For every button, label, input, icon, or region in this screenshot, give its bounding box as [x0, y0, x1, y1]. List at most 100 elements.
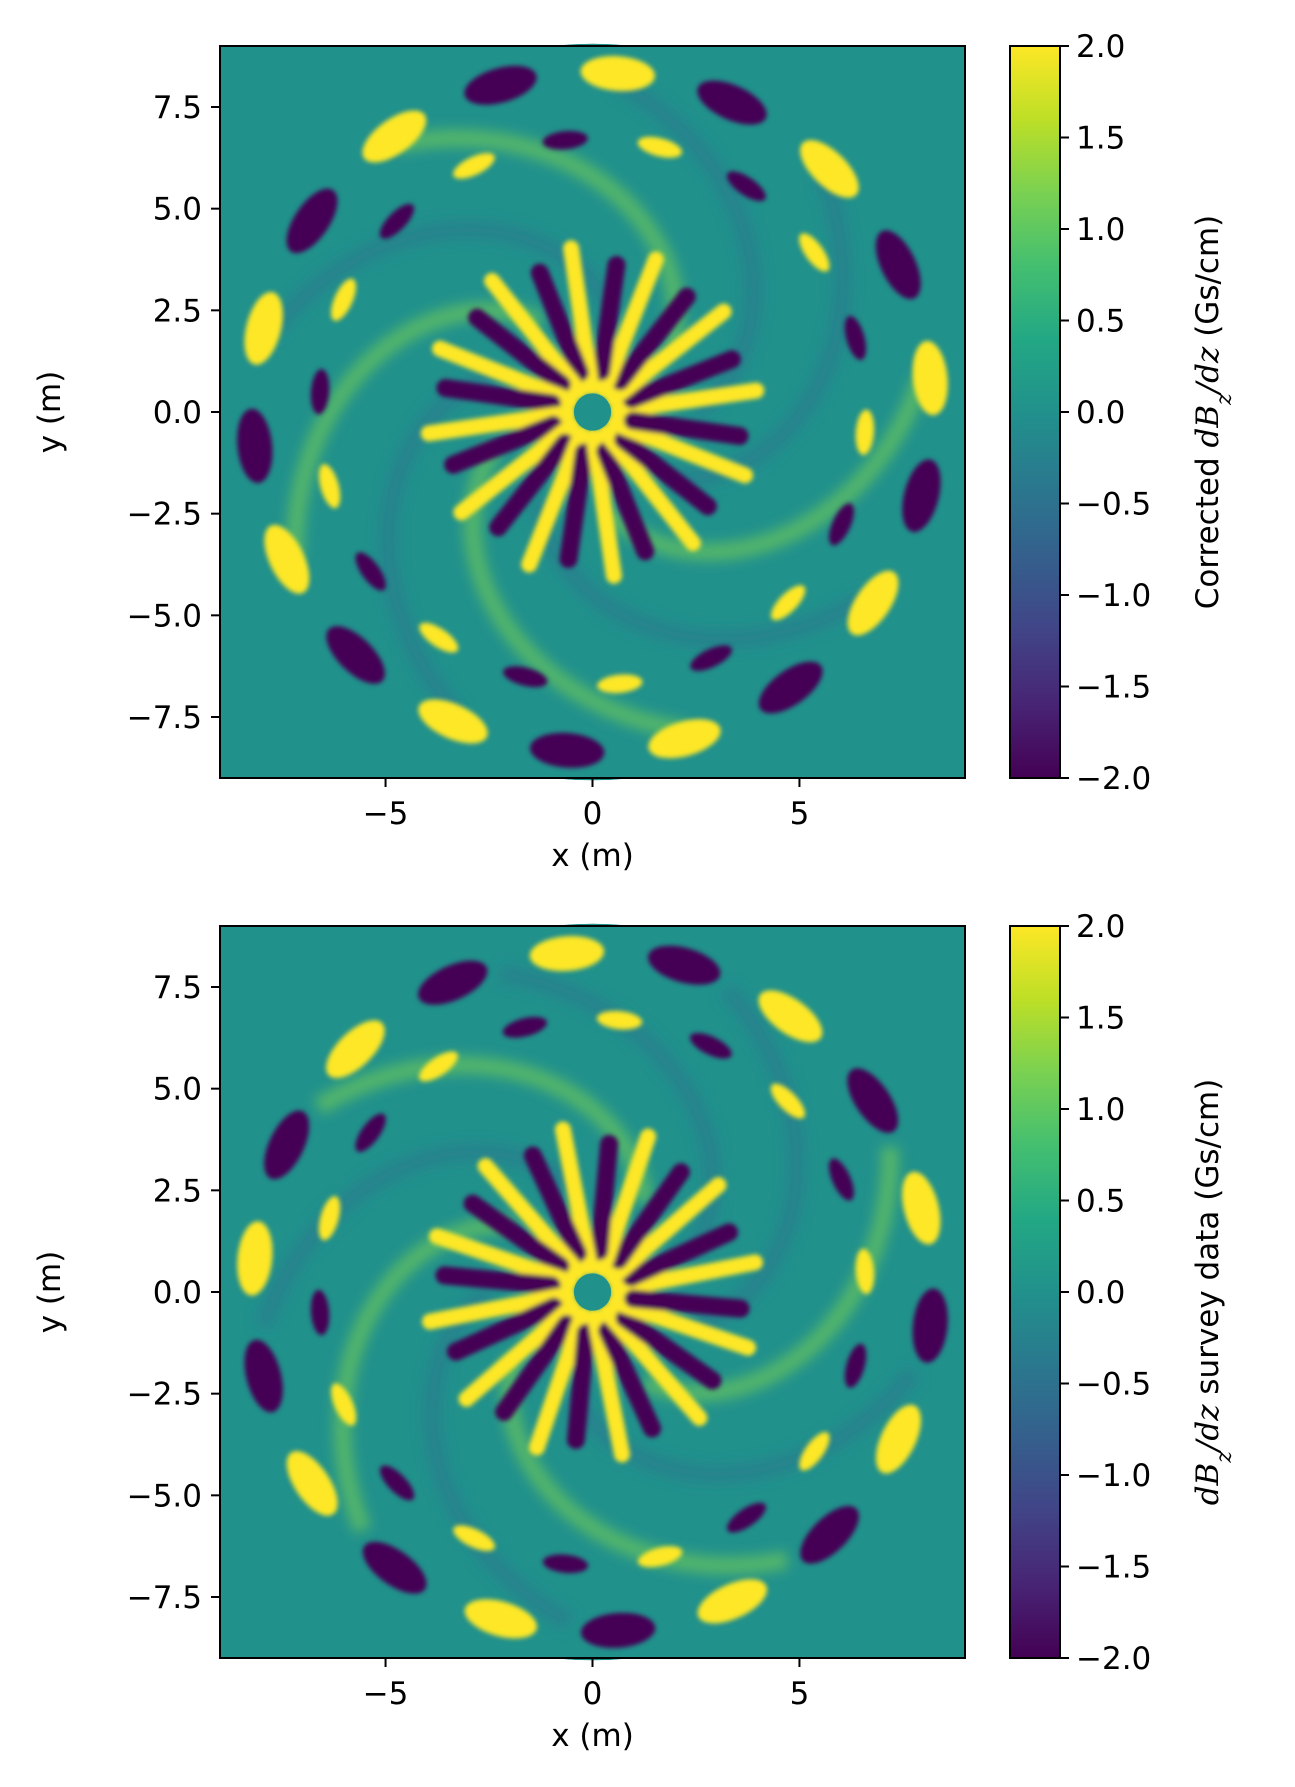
spoke-positive [586, 1308, 631, 1463]
swirl-band [285, 301, 545, 558]
colorbar-tick-label: −0.5 [1076, 487, 1151, 523]
colorbar-tick-label: −2.0 [1076, 1641, 1151, 1677]
ring-lobe-positive [418, 699, 488, 744]
colorbar-tick-label: −1.0 [1076, 1458, 1151, 1494]
spoke-positive [422, 1286, 576, 1330]
ring-lobe-positive [902, 1171, 941, 1245]
ring-lobe-positive [244, 291, 283, 365]
swirl-band [333, 1216, 514, 1534]
outer-ring-lobes [237, 936, 948, 1648]
y-tick-label: −2.5 [127, 497, 202, 533]
colorbar-tick-label: 1.0 [1076, 1092, 1125, 1128]
ring-lobe-positive [648, 719, 721, 759]
spoke-negative [559, 443, 593, 569]
ring-lobe-negative [875, 230, 921, 300]
spoke-negative [446, 1297, 563, 1361]
ring-lobe-inner [331, 1383, 357, 1426]
ring-lobe-negative [847, 1068, 899, 1133]
ring-lobe-inner [770, 585, 806, 621]
ring-lobe-negative [758, 661, 823, 714]
spoke-positive [429, 1228, 578, 1290]
ring-lobe-inner [318, 1196, 341, 1241]
y-tick-label: −2.5 [127, 1377, 202, 1413]
ring-lobe-inner [637, 1546, 683, 1568]
colorbar-label: dBz/dz survey data (Gs/cm) [1190, 1079, 1237, 1506]
colorbar-tick-label: 2.0 [1076, 909, 1125, 945]
spoke-negative [615, 1309, 722, 1390]
ring-lobe-negative [530, 732, 605, 768]
y-axis-label: y (m) [32, 1251, 68, 1334]
spoke-negative [614, 430, 717, 516]
spoke-positive [605, 303, 732, 407]
inner-spokes [420, 240, 765, 584]
swirl-band [604, 374, 931, 562]
ring-lobe-positive [264, 524, 310, 594]
ring-lobe-inner [828, 1158, 854, 1201]
colorbar-tick-label: 1.0 [1076, 212, 1125, 248]
spoke-positive [453, 417, 580, 521]
spoke-positive [521, 426, 590, 573]
ring-lobe-negative [800, 1505, 859, 1564]
ring-lobe-negative [648, 945, 721, 985]
field-disc [224, 923, 961, 1661]
ring-lobe-negative [580, 1612, 656, 1648]
spoke-positive [431, 340, 579, 409]
spoke-negative [530, 263, 589, 382]
colorbar [1009, 925, 1061, 1659]
ring-lobe-inner [502, 1016, 548, 1038]
spoke-negative [523, 1146, 587, 1263]
spoke-positive [595, 251, 664, 398]
colorbar-tick-label: 0.5 [1076, 1184, 1125, 1220]
ring-lobe-inner [310, 368, 330, 415]
y-tick-label: 2.5 [153, 293, 202, 329]
spoke-negative [622, 1223, 739, 1287]
spoke-negative [598, 1321, 662, 1438]
ring-lobe-inner [855, 1248, 875, 1295]
ring-lobe-negative [912, 1288, 948, 1363]
swirl-bands [254, 964, 921, 1631]
spoke-positive [604, 1177, 727, 1286]
colorbar-label-part: dB [1190, 405, 1226, 448]
y-tick-label: 5.0 [153, 192, 202, 228]
y-tick-label: 7.5 [153, 90, 202, 126]
spoke-negative [436, 378, 562, 413]
ring-lobe-inner [770, 1083, 806, 1119]
ring-lobe-inner [355, 1113, 386, 1152]
ring-lobe-inner [844, 315, 867, 361]
ring-lobe-positive [912, 340, 948, 416]
ring-lobe-negative [362, 1541, 427, 1594]
ring-lobe-inner [596, 1010, 643, 1030]
swirl-band [640, 1146, 900, 1403]
ring-lobe-inner [799, 1432, 830, 1471]
x-tick-label: 0 [583, 796, 603, 832]
swirl-band [531, 500, 872, 649]
panel-1: −5 0 5 7.5 5.0 2.5 0.0 −2.5 −5.0 −7.5 x (m) y (m) 2.… [32, 29, 1237, 874]
ring-lobe-positive [758, 990, 823, 1043]
ring-lobe-inner [453, 153, 495, 179]
spoke-positive [597, 424, 701, 552]
ring-lobe-positive [697, 1579, 768, 1624]
ring-lobe-positive [237, 1221, 273, 1296]
spoke-negative [592, 255, 626, 381]
y-tick-label: 5.0 [153, 1072, 202, 1108]
colorbar-label-part: Corrected [1190, 447, 1226, 609]
spoke-negative [609, 1163, 690, 1269]
ring-lobe-inner [726, 1502, 766, 1533]
x-axis-label: x (m) [551, 1718, 634, 1754]
spoke-negative [623, 411, 749, 446]
ring-lobe-inner [542, 130, 588, 150]
colorbar-label-part: dB [1190, 1463, 1226, 1506]
spoke-negative [590, 1134, 619, 1261]
ring-lobe-positive [875, 1404, 921, 1474]
ring-lobe-inner [379, 1465, 415, 1501]
ring-lobe-positive [800, 140, 859, 198]
spoke-negative [489, 433, 574, 537]
colorbar-label-part: (Gs/cm) [1190, 215, 1226, 347]
y-tick-label: 0.0 [153, 395, 202, 431]
spoke-positive [528, 1306, 591, 1456]
ring-lobe-negative [244, 1339, 283, 1413]
ring-lobe-negative [902, 459, 941, 533]
spoke-negative [435, 1266, 561, 1295]
spoke-positive [477, 1158, 586, 1280]
